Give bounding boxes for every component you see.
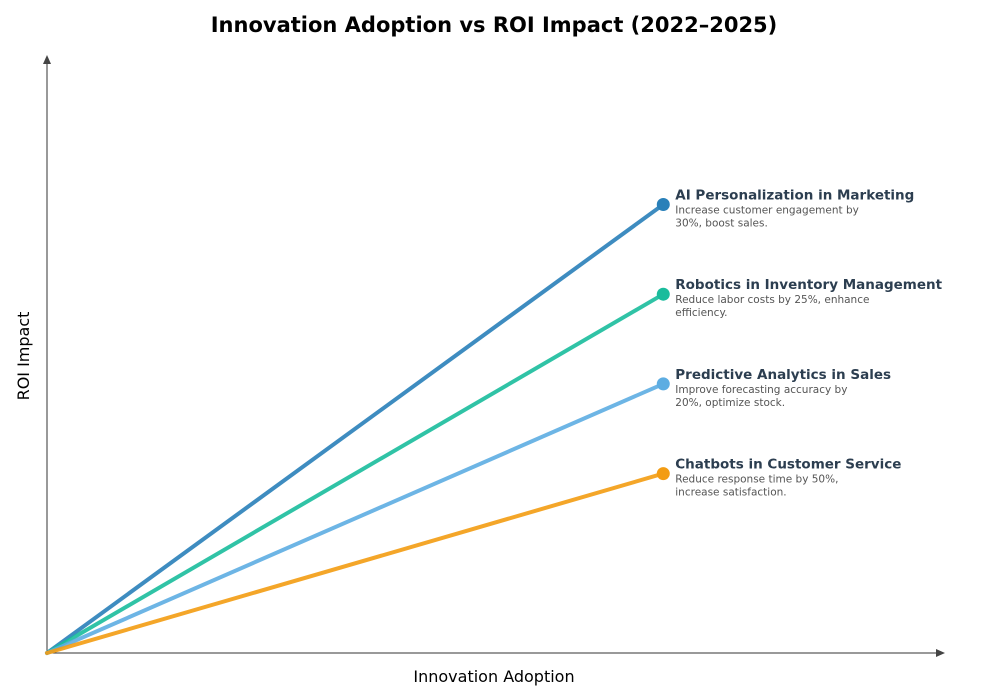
- series-line-2: [45, 381, 666, 655]
- y-axis-label: ROI Impact: [14, 312, 33, 401]
- y-axis-arrow: [43, 55, 51, 64]
- series-endpoint-2: [656, 377, 670, 391]
- series-description-0: Increase customer engagement by: [675, 205, 859, 217]
- series-line-3: [45, 471, 666, 655]
- series-description-3: increase satisfaction.: [675, 487, 786, 499]
- series-label-1: Robotics in Inventory Management: [675, 277, 942, 293]
- series-description-2: 20%, optimize stock.: [675, 397, 785, 409]
- x-axis-arrow: [936, 649, 945, 657]
- series-line-0: [45, 202, 666, 655]
- series-endpoint-3: [656, 467, 670, 481]
- series-label-0: AI Personalization in Marketing: [675, 188, 914, 204]
- series-description-3: Reduce response time by 50%,: [675, 474, 838, 486]
- series-description-0: 30%, boost sales.: [675, 218, 768, 230]
- series-description-1: Reduce labor costs by 25%, enhance: [675, 294, 869, 306]
- chart-title: Innovation Adoption vs ROI Impact (2022–…: [211, 13, 778, 37]
- x-axis-label: Innovation Adoption: [413, 667, 574, 686]
- series-description-2: Improve forecasting accuracy by: [675, 384, 847, 396]
- series-endpoint-0: [656, 198, 670, 211]
- series-description-1: efficiency.: [675, 307, 727, 319]
- series-label-2: Predictive Analytics in Sales: [675, 367, 891, 383]
- series-label-3: Chatbots in Customer Service: [675, 457, 901, 473]
- series-line-1: [45, 292, 666, 655]
- series-endpoint-1: [656, 287, 670, 301]
